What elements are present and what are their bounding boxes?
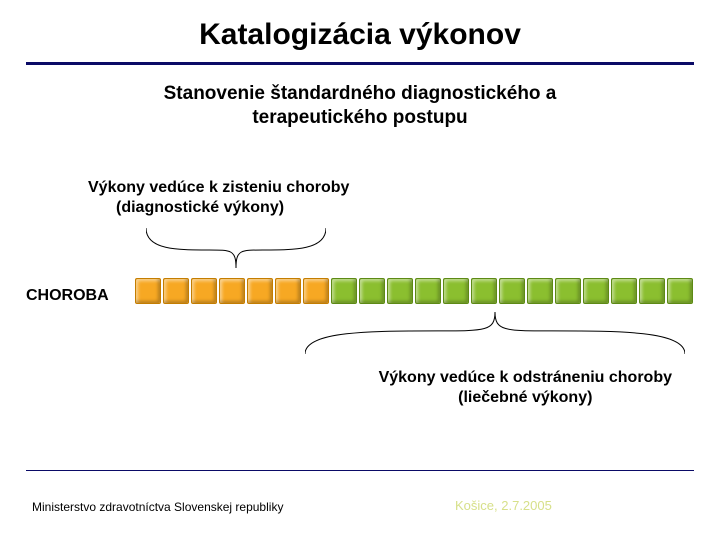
subtitle-line2: terapeutického postupu (252, 107, 467, 128)
choroba-label: CHOROBA (26, 287, 109, 305)
slide-title: Katalogizácia výkonov (0, 18, 720, 52)
brace-bottom-icon (305, 312, 685, 354)
square-icon (303, 278, 329, 304)
square-icon (163, 278, 189, 304)
subtitle-line1: Stanovenie štandardného diagnostického a (164, 83, 557, 104)
square-icon (331, 278, 357, 304)
diagnostic-label: Výkony vedúce k zisteniu choroby (diagno… (88, 178, 349, 218)
footer-right: Košice, 2.7.2005 (455, 498, 552, 513)
slide-subtitle: Stanovenie štandardného diagnostického a… (0, 82, 720, 130)
brace-top-icon (146, 228, 326, 268)
squares-row (135, 278, 693, 304)
square-icon (555, 278, 581, 304)
slide-root: Katalogizácia výkonov Stanovenie štandar… (0, 0, 720, 540)
treatment-label-line1: Výkony vedúce k odstráneniu choroby (379, 368, 672, 388)
square-icon (275, 278, 301, 304)
square-icon (667, 278, 693, 304)
square-icon (527, 278, 553, 304)
title-underline (26, 62, 694, 65)
diagnostic-label-line1: Výkony vedúce k zisteniu choroby (88, 178, 349, 198)
square-icon (639, 278, 665, 304)
square-icon (359, 278, 385, 304)
diagnostic-label-line2: (diagnostické výkony) (88, 198, 349, 218)
square-icon (387, 278, 413, 304)
square-icon (135, 278, 161, 304)
square-icon (415, 278, 441, 304)
square-icon (583, 278, 609, 304)
square-icon (247, 278, 273, 304)
square-icon (443, 278, 469, 304)
square-icon (499, 278, 525, 304)
square-icon (611, 278, 637, 304)
footer-left: Ministerstvo zdravotníctva Slovenskej re… (32, 500, 283, 514)
square-icon (219, 278, 245, 304)
footer-rule (26, 470, 694, 471)
treatment-label: Výkony vedúce k odstráneniu choroby (lie… (379, 368, 672, 408)
square-icon (471, 278, 497, 304)
square-icon (191, 278, 217, 304)
treatment-label-line2: (liečebné výkony) (379, 388, 672, 408)
